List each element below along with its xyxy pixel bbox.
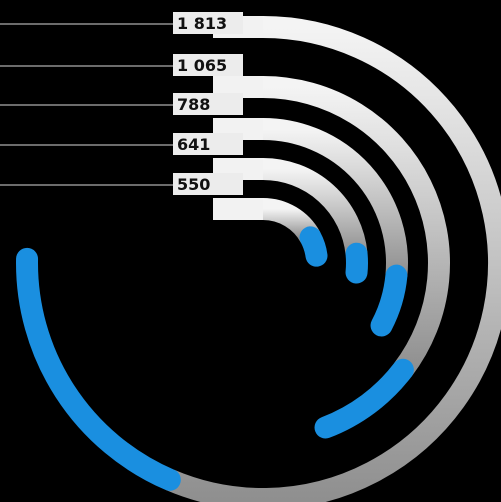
bar-track — [165, 16, 501, 502]
bar-track — [262, 118, 408, 277]
value-label: 788 — [177, 95, 210, 114]
value-label: 550 — [177, 175, 210, 194]
value-label: 641 — [177, 135, 210, 154]
value-label-box — [173, 173, 243, 195]
value-label-box — [173, 54, 243, 76]
bar-highlight — [299, 226, 328, 267]
bar-highlight — [370, 264, 408, 337]
value-label-box — [173, 12, 243, 34]
bar-highlight — [314, 358, 414, 439]
value-label-box — [173, 93, 243, 115]
value-label: 1 813 — [177, 14, 227, 33]
value-label-box — [173, 133, 243, 155]
bar-highlight — [16, 247, 181, 491]
bar-track — [262, 76, 450, 377]
bar-track — [262, 158, 368, 256]
value-label: 1 065 — [177, 56, 227, 75]
